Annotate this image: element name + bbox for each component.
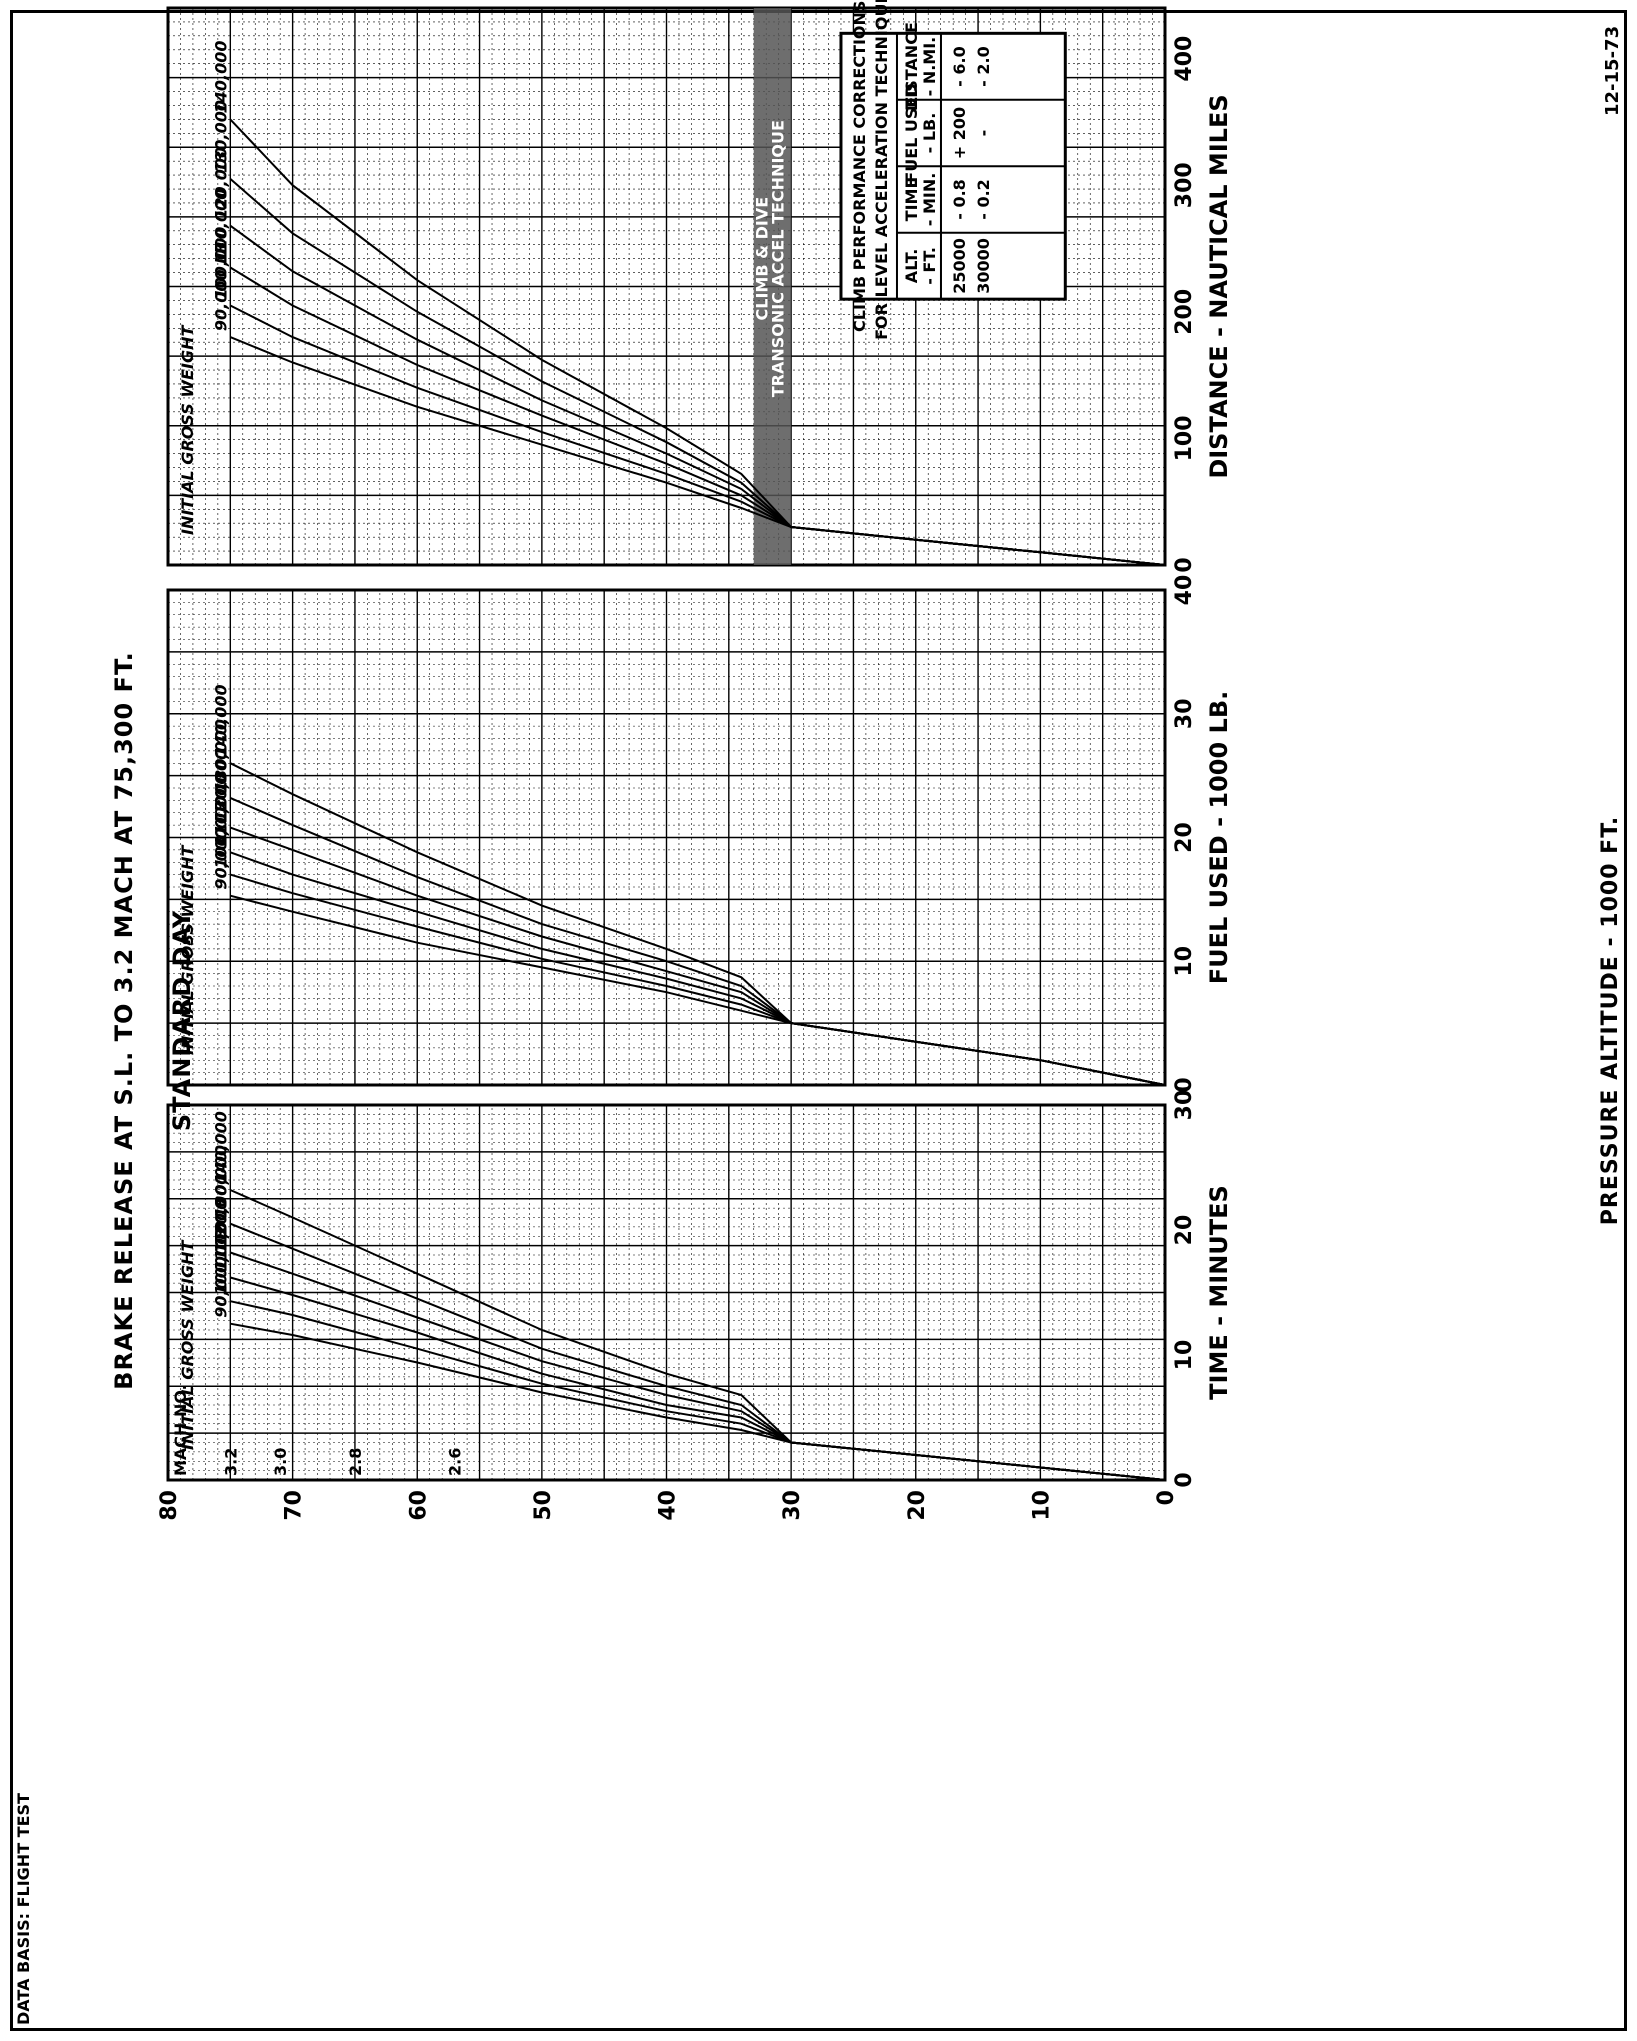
series-line-6	[229, 1189, 1166, 1481]
mach-scale-label: 3.2	[221, 1448, 240, 1476]
x-tick-label: 20	[1172, 1215, 1197, 1246]
y-tick-label: 60	[406, 1490, 431, 1521]
series-label: 110,000	[211, 189, 230, 262]
y-tick-label: 0	[1154, 1490, 1179, 1505]
table-title-1: CLIMB PERFORMANCE CORRECTIONS	[850, 1, 869, 332]
table-cell: + 200	[950, 107, 969, 159]
x-tick-label: 100	[1172, 415, 1197, 461]
x-tick-label: 10	[1172, 946, 1197, 977]
series-label: 110,000	[211, 773, 230, 846]
table-cell: -	[974, 130, 993, 137]
table-header: TIME	[902, 178, 921, 222]
panel-frame	[166, 1103, 1167, 1482]
y-tick-label: 30	[780, 1490, 805, 1521]
x-axis-label: TIME - MINUTES	[1205, 1185, 1233, 1400]
table-cell: - 2.0	[974, 46, 993, 87]
series-label: 110,000	[211, 1199, 230, 1272]
series-label: 140,000	[211, 41, 230, 114]
series-label: 130,000	[211, 719, 230, 792]
y-tick-label: 10	[1029, 1490, 1054, 1521]
band-label-2: TRANSONIC ACCEL TECHNIQUE	[769, 120, 788, 397]
x-tick-label: 40	[1172, 575, 1197, 606]
series-line-1	[229, 336, 1166, 566]
series-line-6	[229, 762, 1166, 1086]
mach-scale-label: 2.8	[346, 1448, 365, 1476]
table-header: ALT.	[902, 249, 921, 284]
x-tick-label: 30	[1172, 1090, 1197, 1121]
series-line-4	[229, 826, 1166, 1086]
table-cell: 30000	[974, 238, 993, 294]
x-tick-label: 20	[1172, 822, 1197, 853]
series-line-4	[229, 1251, 1166, 1481]
series-label: 120,000	[211, 147, 230, 220]
y-tick-label: 20	[905, 1490, 930, 1521]
series-label: 140,000	[211, 684, 230, 757]
series-label: 90,000 LB	[211, 1228, 230, 1318]
group-label: INITIAL GROSS WEIGHT	[178, 1240, 197, 1450]
series-label: 100,000	[211, 1222, 230, 1295]
corrections-table: CLIMB PERFORMANCE CORRECTIONS FOR LEVEL A…	[839, 0, 1067, 340]
series-line-2	[229, 304, 1166, 566]
series-label: 100,000	[211, 796, 230, 869]
table-title-2: FOR LEVEL ACCELERATION TECHNIQUE	[872, 0, 891, 340]
series-label: 130,000	[211, 1145, 230, 1218]
series-line-6	[229, 118, 1166, 566]
table-cell: - 0.2	[974, 179, 993, 220]
series-group	[229, 1189, 1166, 1481]
x-axis-label: FUEL USED - 1000 LB.	[1205, 691, 1233, 985]
mach-scale-label: 2.6	[446, 1448, 465, 1476]
table-header: - FT.	[920, 247, 939, 285]
x-tick-label: 10	[1172, 1340, 1197, 1371]
group-label: INITIAL GROSS WEIGHT	[178, 325, 197, 535]
x-tick-label: 300	[1172, 162, 1197, 208]
series-line-3	[229, 266, 1166, 566]
x-tick-label: 0	[1172, 557, 1197, 572]
series-line-3	[230, 1276, 1166, 1481]
panel-frame	[166, 588, 1167, 1087]
table-header: - N.MI.	[920, 37, 939, 97]
series-line-2	[230, 1300, 1166, 1481]
series-label: 120,000	[211, 749, 230, 822]
table-header: - LB.	[920, 113, 939, 154]
panel-2: 0 10 20 30 40 FUEL USED - 1000 LB. 90,000 LB10…	[166, 575, 1233, 1093]
series-group	[229, 762, 1166, 1086]
table-cell: - 0.8	[950, 179, 969, 220]
page-border	[10, 10, 1627, 2031]
series-label: 140,000	[211, 1111, 230, 1184]
x-axis-label: DISTANCE - NAUTICAL MILES	[1205, 94, 1233, 478]
panel-frame	[166, 6, 1167, 567]
band-label-1: CLIMB & DIVE	[753, 197, 772, 321]
y-tick-label: 80	[157, 1490, 182, 1521]
x-tick-label: 0	[1172, 1077, 1197, 1092]
x-tick-label: 400	[1172, 36, 1197, 82]
mach-scale-label: 3.0	[271, 1448, 290, 1476]
table-header: - MIN.	[920, 173, 939, 227]
panel-1: 0 10 20 30 0 10 20 30 40 50 60 70 80 TIME - MINUTES 90…	[157, 1090, 1233, 1521]
y-tick-label: 70	[282, 1490, 307, 1521]
table-cell: 25000	[950, 238, 969, 294]
series-group	[229, 118, 1166, 566]
x-tick-label: 0	[1172, 1472, 1197, 1487]
group-label: INITIAL GROSS WEIGHT	[178, 845, 197, 1055]
series-label: 90,000 LB	[211, 241, 230, 331]
table-cell: - 6.0	[950, 46, 969, 87]
y-tick-label: 40	[656, 1490, 681, 1521]
mach-scale-title: MACH NO.	[171, 1384, 190, 1476]
table-header: DISTANCE	[902, 22, 921, 111]
x-tick-label: 200	[1172, 289, 1197, 335]
transonic-band	[753, 8, 792, 565]
x-tick-label: 30	[1172, 698, 1197, 729]
y-tick-label: 50	[531, 1490, 556, 1521]
series-label: 120,000	[211, 1174, 230, 1247]
series-label: 130,000	[211, 100, 230, 173]
series-line-5	[229, 796, 1166, 1086]
series-label: 100,000	[211, 227, 230, 300]
table-header: FUEL USED	[902, 83, 921, 182]
series-label: 90,000 LB	[211, 800, 230, 890]
